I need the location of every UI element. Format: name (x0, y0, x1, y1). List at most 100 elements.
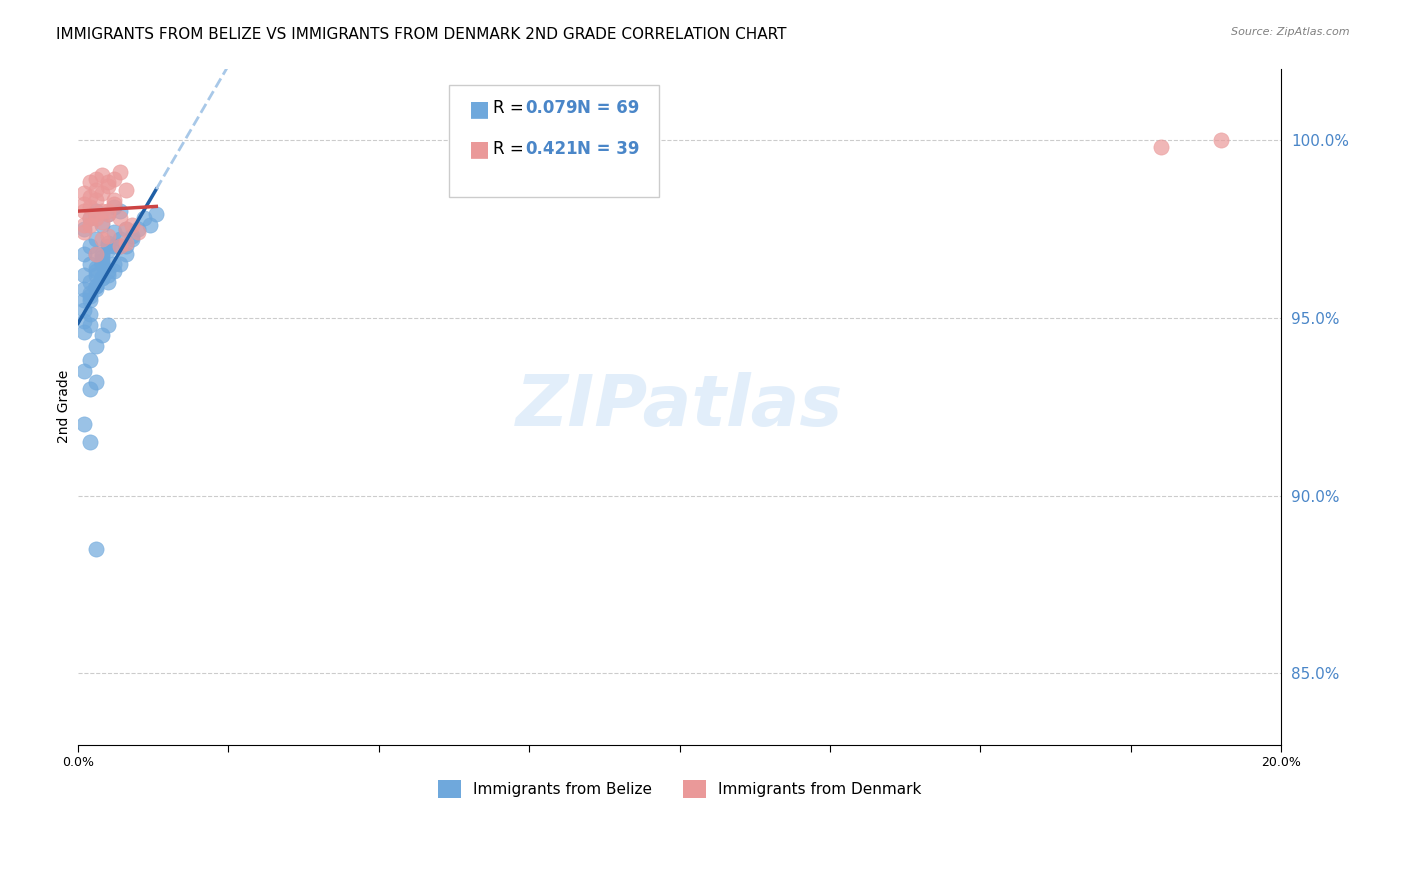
Point (79, 257, 101, 271)
Point (79, 175, 101, 189)
Point (73, 196, 96, 211)
Point (73, 417, 96, 432)
Point (84, 278, 107, 293)
Point (145, 207, 167, 221)
Point (97, 268, 120, 282)
Point (84, 203, 107, 218)
Point (115, 239, 138, 253)
Point (73, 282, 96, 296)
Point (73, 186, 96, 200)
Point (110, 239, 132, 253)
Point (84, 260, 107, 275)
Point (84, 193, 107, 207)
Point (97, 175, 120, 189)
Point (84, 246, 107, 260)
Point (110, 232, 132, 246)
Point (79, 435, 101, 450)
Point (73, 246, 96, 260)
Point (103, 196, 125, 211)
Point (79, 211, 101, 225)
Point (115, 221, 138, 235)
Point (103, 200, 125, 214)
Point (73, 293, 96, 307)
Point (91, 271, 114, 285)
Point (110, 257, 132, 271)
Text: 0.421: 0.421 (523, 163, 576, 181)
Point (110, 165, 132, 179)
Text: ■: ■ (470, 116, 491, 136)
Point (103, 193, 125, 207)
Point (79, 189, 101, 203)
Point (84, 278, 107, 293)
Point (103, 239, 125, 253)
Point (73, 268, 96, 282)
Point (79, 275, 101, 289)
Point (73, 218, 96, 232)
Text: N = 39: N = 39 (571, 163, 634, 181)
Point (121, 232, 143, 246)
Point (84, 541, 107, 556)
Point (91, 271, 114, 285)
Point (84, 182, 107, 196)
Text: R =: R = (494, 163, 529, 181)
Point (103, 225, 125, 239)
Point (97, 178, 120, 193)
Text: IMMIGRANTS FROM BELIZE VS IMMIGRANTS FROM DENMARK 2ND GRADE CORRELATION CHART: IMMIGRANTS FROM BELIZE VS IMMIGRANTS FRO… (56, 27, 787, 42)
FancyBboxPatch shape (449, 86, 659, 197)
Point (134, 211, 156, 225)
Point (73, 221, 96, 235)
Point (79, 307, 101, 321)
Point (121, 218, 143, 232)
Point (84, 375, 107, 389)
Point (79, 289, 101, 303)
Point (73, 364, 96, 378)
Point (115, 235, 138, 250)
Point (91, 246, 114, 260)
Point (91, 253, 114, 268)
Point (91, 257, 114, 271)
Point (84, 282, 107, 296)
Point (103, 257, 125, 271)
Y-axis label: 2nd Grade: 2nd Grade (58, 370, 72, 443)
Text: ■: ■ (470, 99, 491, 119)
Point (84, 232, 107, 246)
Point (79, 353, 101, 368)
Point (79, 200, 101, 214)
Point (91, 218, 114, 232)
Point (127, 225, 149, 239)
Text: ■: ■ (470, 163, 491, 183)
Point (97, 207, 120, 221)
Point (91, 168, 114, 182)
Point (79, 293, 101, 307)
Point (91, 232, 114, 246)
Point (84, 171, 107, 186)
Point (110, 239, 132, 253)
Point (79, 218, 101, 232)
Point (97, 239, 120, 253)
Point (91, 328, 114, 343)
Point (91, 257, 114, 271)
Text: N = 69: N = 69 (578, 99, 640, 117)
Point (79, 285, 101, 300)
Point (97, 318, 120, 332)
Point (84, 268, 107, 282)
Text: 0.421: 0.421 (526, 139, 578, 158)
Point (91, 203, 114, 218)
Point (115, 246, 138, 260)
Point (91, 186, 114, 200)
Point (139, 218, 162, 232)
Text: N = 39: N = 39 (578, 139, 640, 158)
Text: Source: ZipAtlas.com: Source: ZipAtlas.com (1232, 27, 1350, 37)
Text: 0.079: 0.079 (526, 99, 578, 117)
Point (73, 225, 96, 239)
Point (73, 303, 96, 318)
Point (97, 243, 120, 257)
Point (121, 228, 143, 243)
Text: ZIPatlas: ZIPatlas (516, 372, 844, 441)
Point (73, 325, 96, 339)
Point (110, 203, 132, 218)
Point (97, 275, 120, 289)
Point (97, 203, 120, 218)
Point (91, 250, 114, 264)
Text: R =: R = (494, 99, 529, 117)
